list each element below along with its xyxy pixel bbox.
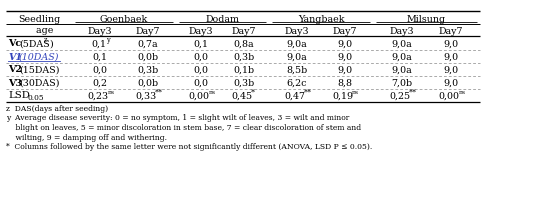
Text: **: ** — [155, 88, 163, 96]
Text: LSD: LSD — [8, 92, 30, 101]
Text: 0,7a: 0,7a — [137, 39, 158, 49]
Text: 0,23: 0,23 — [88, 92, 109, 101]
Text: V1: V1 — [8, 52, 22, 62]
Text: 9,0a: 9,0a — [287, 39, 308, 49]
Text: wilting, 9 = damping off and withering.: wilting, 9 = damping off and withering. — [6, 134, 167, 141]
Text: 0,19: 0,19 — [332, 92, 354, 101]
Text: V2: V2 — [8, 66, 22, 75]
Text: 0,0b: 0,0b — [137, 79, 158, 88]
Text: 0,47: 0,47 — [285, 92, 305, 101]
Text: Day7: Day7 — [136, 27, 160, 36]
Text: (15DAS): (15DAS) — [19, 66, 59, 75]
Text: 9,0a: 9,0a — [392, 39, 412, 49]
Text: 0,1: 0,1 — [91, 39, 106, 49]
Text: 0,0: 0,0 — [194, 52, 209, 62]
Text: 9,0a: 9,0a — [392, 66, 412, 75]
Text: ns: ns — [352, 90, 359, 95]
Text: 0,2: 0,2 — [93, 79, 108, 88]
Text: 0,00: 0,00 — [439, 92, 460, 101]
Text: ): ) — [49, 39, 53, 49]
Text: (10DAS): (10DAS) — [19, 52, 59, 62]
Text: z: z — [44, 36, 48, 45]
Text: ns: ns — [208, 90, 215, 95]
Text: 0,0: 0,0 — [194, 79, 209, 88]
Text: 0,3b: 0,3b — [233, 79, 255, 88]
Text: Dodam: Dodam — [205, 16, 240, 24]
Text: 0,45: 0,45 — [231, 92, 253, 101]
Text: 9,0: 9,0 — [338, 66, 353, 75]
Text: 7,0b: 7,0b — [391, 79, 412, 88]
Text: Day3: Day3 — [389, 27, 414, 36]
Text: Day3: Day3 — [88, 27, 112, 36]
Text: 8,8: 8,8 — [338, 79, 353, 88]
Text: 0,1: 0,1 — [194, 39, 209, 49]
Text: 0,25: 0,25 — [389, 92, 410, 101]
Text: ns: ns — [458, 90, 465, 95]
Text: blight on leaves, 5 = minor discoloration in stem base, 7 = clear discoloration : blight on leaves, 5 = minor discoloratio… — [6, 124, 361, 132]
Text: 0,0b: 0,0b — [137, 52, 158, 62]
Text: 6,2c: 6,2c — [287, 79, 307, 88]
Text: Milsung: Milsung — [407, 16, 446, 24]
Text: y: y — [106, 36, 110, 45]
Text: 9,0a: 9,0a — [392, 52, 412, 62]
Text: y  Average disease severity: 0 = no symptom, 1 = slight wilt of leaves, 3 = wilt: y Average disease severity: 0 = no sympt… — [6, 115, 349, 122]
Text: 0,0: 0,0 — [194, 66, 209, 75]
Text: Goenbaek: Goenbaek — [100, 16, 148, 24]
Text: *  Columns followed by the same letter were not significantly different (ANOVA, : * Columns followed by the same letter we… — [6, 143, 372, 151]
Text: 9,0: 9,0 — [444, 79, 458, 88]
Text: **: ** — [409, 88, 417, 96]
Text: 0,1: 0,1 — [93, 52, 108, 62]
Text: Day3: Day3 — [285, 27, 309, 36]
Text: (5DAS: (5DAS — [19, 39, 50, 49]
Text: 0,0: 0,0 — [93, 66, 108, 75]
Text: (30DAS): (30DAS) — [19, 79, 59, 88]
Text: 9,0: 9,0 — [444, 39, 458, 49]
Text: 9,0: 9,0 — [338, 52, 353, 62]
Text: 0,33: 0,33 — [135, 92, 157, 101]
Text: V3: V3 — [8, 79, 22, 88]
Text: ns: ns — [108, 90, 114, 95]
Text: 0,8a: 0,8a — [234, 39, 254, 49]
Text: z  DAS(days after seeding): z DAS(days after seeding) — [6, 105, 108, 113]
Text: Yangbaek: Yangbaek — [298, 16, 344, 24]
Text: 9,0a: 9,0a — [287, 52, 308, 62]
Text: 9,0: 9,0 — [444, 66, 458, 75]
Text: 9,0: 9,0 — [338, 39, 353, 49]
Text: 8,5b: 8,5b — [286, 66, 308, 75]
Text: Day3: Day3 — [189, 27, 213, 36]
Text: Vc: Vc — [8, 39, 21, 49]
Text: **: ** — [304, 88, 312, 96]
Text: 9,0: 9,0 — [444, 52, 458, 62]
Text: 0.05: 0.05 — [27, 95, 44, 102]
Text: Day7: Day7 — [333, 27, 357, 36]
Text: 0,00: 0,00 — [189, 92, 210, 101]
Text: Seedling
    age: Seedling age — [18, 15, 60, 35]
Text: Day7: Day7 — [232, 27, 256, 36]
Text: *: * — [251, 88, 255, 96]
Text: 0,3b: 0,3b — [137, 66, 158, 75]
Text: 0,1b: 0,1b — [233, 66, 255, 75]
Text: 0,3b: 0,3b — [233, 52, 255, 62]
Text: Day7: Day7 — [439, 27, 463, 36]
